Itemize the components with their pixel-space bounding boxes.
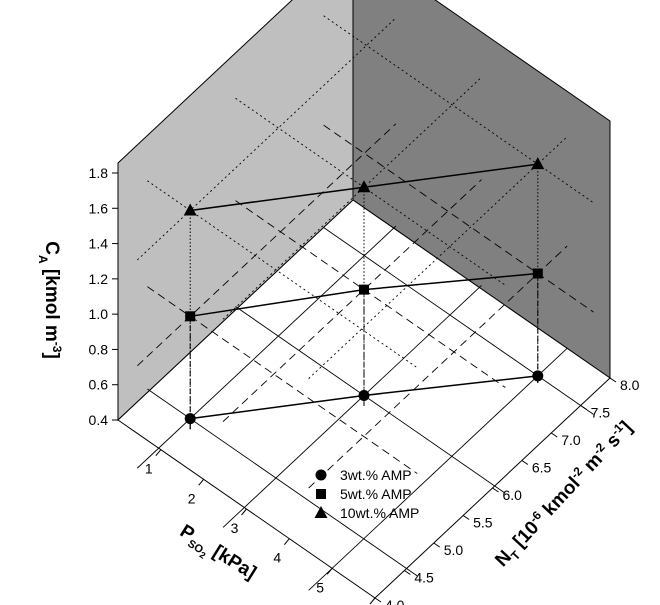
z-tick-label: 1.6 xyxy=(89,200,109,216)
chart-series xyxy=(183,157,545,425)
z-tick-label: 0.4 xyxy=(89,412,109,428)
data-point-square xyxy=(532,268,543,279)
constant-p-line xyxy=(137,123,397,367)
data-point-square xyxy=(359,284,369,295)
p-tick xyxy=(283,538,290,545)
p-tick xyxy=(326,568,333,575)
p-tick-label: 5 xyxy=(316,579,324,595)
z-tick-label: 0.6 xyxy=(89,377,109,393)
z-tick-label: 1.2 xyxy=(89,271,109,287)
constant-p-line xyxy=(222,285,482,528)
n-tick xyxy=(374,597,382,603)
constant-p-line xyxy=(222,76,482,320)
z-axis-label-part: A xyxy=(36,255,50,264)
p-tick-label: 3 xyxy=(231,520,239,536)
constant-p-line xyxy=(222,179,482,422)
legend-marker-circle xyxy=(315,469,327,481)
constant-n-line xyxy=(323,227,594,415)
n-tick xyxy=(580,405,587,410)
n-tick xyxy=(433,542,441,548)
data-point-triangle xyxy=(357,180,371,193)
constant-n-line xyxy=(235,200,506,388)
z-tick-label: 1.4 xyxy=(89,236,109,252)
n-tick-label: 5.5 xyxy=(473,515,493,531)
data-point-triangle xyxy=(183,203,197,216)
legend-label: 3wt.% AMP xyxy=(340,467,412,483)
n-tick-label: 8.0 xyxy=(620,377,640,393)
n-tick-label: 4.0 xyxy=(385,597,405,605)
chart-legend: 3wt.% AMP 5wt.% AMP 10wt.% AMP xyxy=(314,467,419,521)
z-axis-label-part: -3 xyxy=(50,342,64,353)
n-tick-label: 5.0 xyxy=(444,542,464,558)
p-axis-label: PSO2 [kPa] xyxy=(174,521,260,588)
z-axis-label-part: [kmol m xyxy=(41,264,62,342)
p-axis-label-part: [kPa] xyxy=(205,539,260,584)
p-tick-label: 2 xyxy=(188,490,196,506)
z-axis-label-part: ] xyxy=(41,352,62,358)
p-tick xyxy=(241,508,247,516)
n-tick xyxy=(609,377,617,383)
n-tick xyxy=(521,460,529,465)
p-tick xyxy=(198,479,205,486)
constant-p-line xyxy=(137,17,397,261)
n-tick xyxy=(404,570,411,575)
legend-marker-triangle xyxy=(314,506,328,518)
legend-marker-square xyxy=(316,489,326,499)
z-tick-label: 1.8 xyxy=(89,165,109,181)
data-point-circle xyxy=(358,389,370,401)
n-tick-label: 6.0 xyxy=(503,487,523,503)
n-tick-label: 6.5 xyxy=(532,460,552,476)
legend-label: 10wt.% AMP xyxy=(340,505,419,521)
n-tick-label: 4.5 xyxy=(414,570,434,586)
data-point-square xyxy=(185,311,196,322)
p-tick-label: 4 xyxy=(273,550,281,566)
constant-n-line xyxy=(235,306,506,494)
z-tick-label: 1.0 xyxy=(89,306,109,322)
p-axis-label-part: 2 xyxy=(198,550,208,561)
n-tick xyxy=(492,487,499,493)
data-point-triangle xyxy=(531,157,545,170)
constant-n-line xyxy=(323,124,594,313)
z-axis-label: CA [kmol m-3] xyxy=(36,241,64,359)
n-tick xyxy=(550,432,558,438)
data-point-circle xyxy=(184,413,196,425)
p-tick-label: 1 xyxy=(145,461,153,477)
legend-label: 5wt.% AMP xyxy=(340,486,412,502)
constant-p-line xyxy=(308,245,568,489)
data-point-circle xyxy=(532,370,544,382)
constant-p-line xyxy=(308,348,568,591)
n-tick-label: 7.5 xyxy=(591,405,611,421)
constant-p-line xyxy=(308,136,568,379)
n-tick xyxy=(462,515,470,520)
z-tick-label: 0.8 xyxy=(89,341,109,357)
n-tick-label: 7.0 xyxy=(561,432,581,448)
z-axis-label-part: C xyxy=(41,241,62,255)
constant-p-line xyxy=(137,225,397,469)
p-tick xyxy=(155,449,162,456)
p-tick xyxy=(369,597,376,605)
chart-gridlines xyxy=(137,15,594,591)
